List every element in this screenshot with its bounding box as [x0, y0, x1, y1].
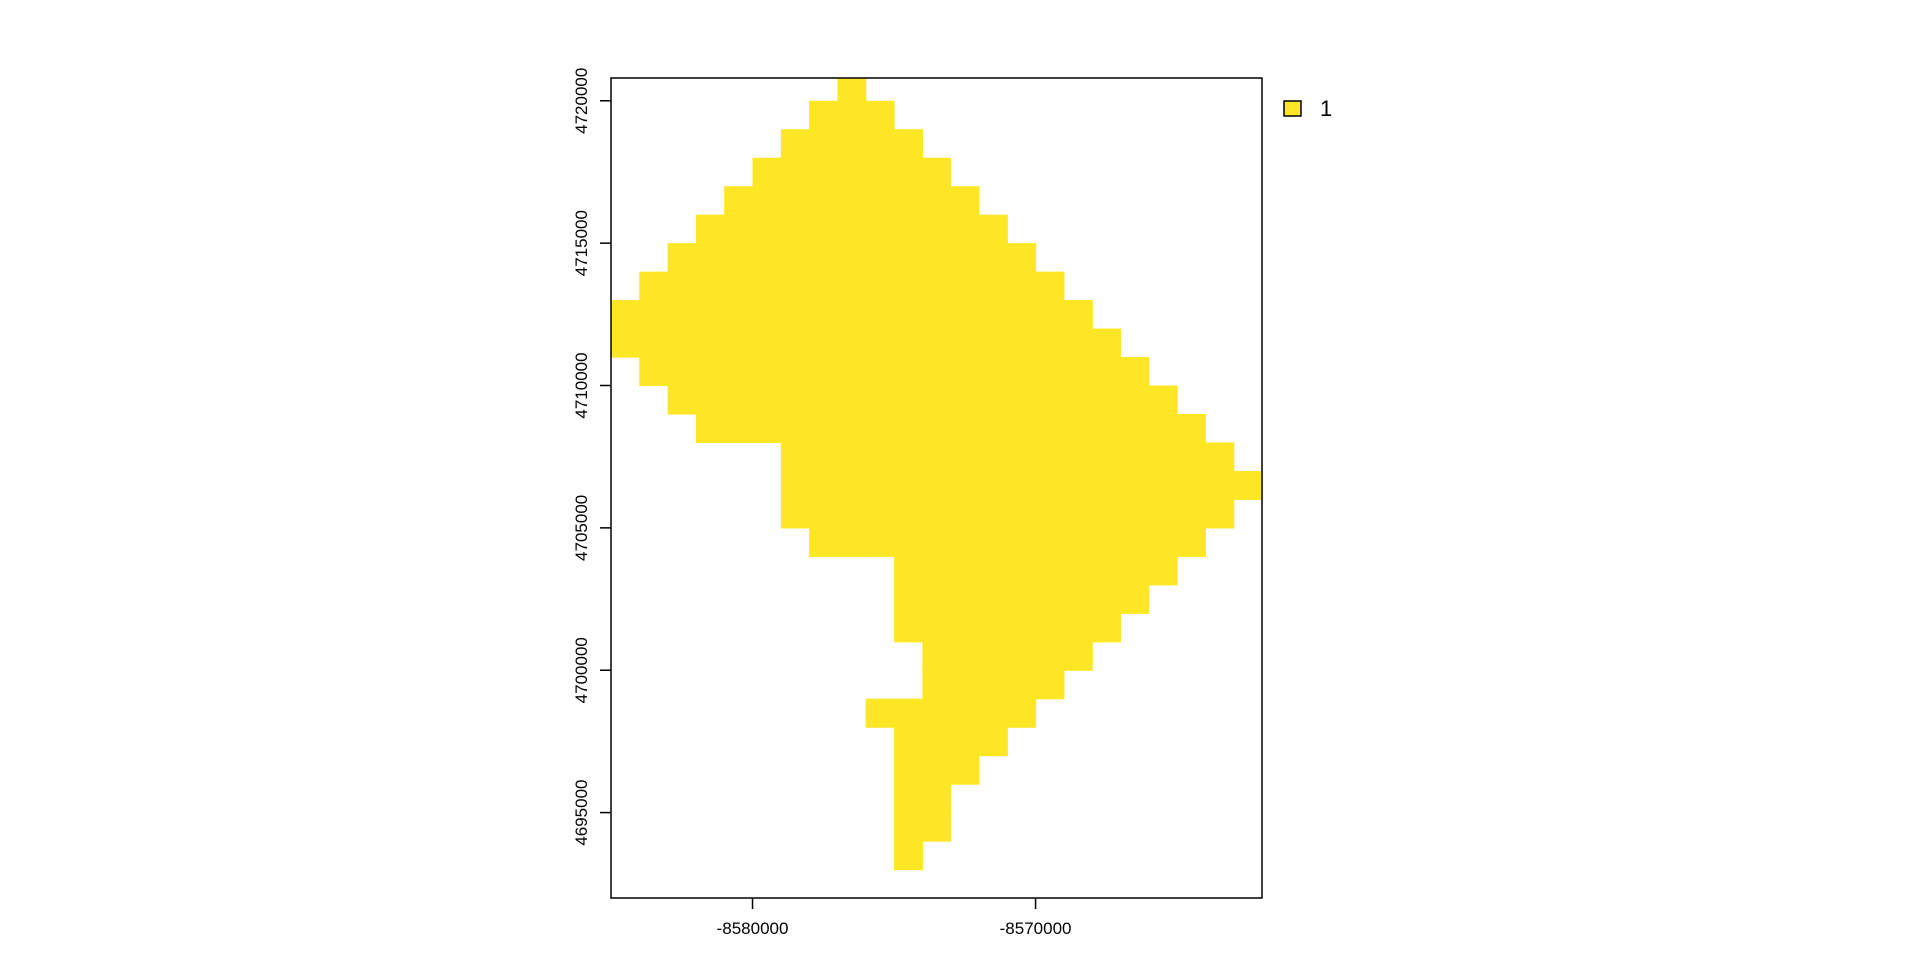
raster-cell-run	[695, 413, 1206, 444]
legend-swatch	[1283, 100, 1302, 117]
raster-cell-run	[667, 243, 1037, 273]
raster-cells	[611, 78, 1263, 871]
raster-cell-run	[894, 584, 1150, 614]
raster-cell-run	[894, 755, 980, 785]
y-tick-label: 4715000	[572, 210, 591, 276]
plot-frame	[610, 77, 1263, 899]
legend: 1	[1283, 96, 1332, 121]
y-tick-label: 4700000	[572, 637, 591, 703]
raster-cell-run	[780, 470, 1263, 500]
raster-cell-run	[865, 698, 1037, 728]
x-axis: -8580000 -8570000	[717, 898, 1072, 938]
y-tick-label: 4710000	[572, 352, 591, 418]
raster-cell-run	[894, 613, 1122, 643]
raster-cell-run	[780, 129, 923, 159]
raster-cell-run	[639, 271, 1065, 301]
raster-cell-run	[894, 727, 1008, 757]
y-tick-label: 4720000	[572, 68, 591, 134]
raster-cell-run	[809, 527, 1206, 557]
raster-cell-run	[639, 357, 1150, 387]
x-tick-label: -8570000	[1000, 919, 1072, 938]
raster-cell-run	[611, 328, 1122, 358]
raster-cell-run	[752, 157, 952, 187]
raster-cell-run	[611, 300, 1093, 330]
raster-cell-run	[667, 385, 1178, 415]
x-tick-label: -8580000	[717, 919, 789, 938]
y-tick-label: 4695000	[572, 779, 591, 845]
raster-cell-run	[724, 186, 980, 216]
raster-cell-run	[894, 556, 1178, 586]
raster-cell-run	[809, 100, 895, 130]
y-tick-label: 4705000	[572, 495, 591, 561]
raster-cell-run	[894, 841, 923, 871]
legend-label: 1	[1320, 96, 1332, 121]
raster-cell-run	[922, 670, 1065, 700]
raster-cell-run	[894, 784, 952, 814]
raster-cell-run	[837, 78, 867, 102]
raster-cell-run	[922, 641, 1093, 671]
raster-cell-run	[780, 442, 1235, 472]
y-axis: 4695000 4700000 4705000 4710000 4715000 47200…	[572, 68, 611, 846]
raster-cell-run	[894, 812, 952, 842]
raster-cell-run	[695, 214, 1008, 244]
raster-cell-run	[780, 499, 1235, 529]
